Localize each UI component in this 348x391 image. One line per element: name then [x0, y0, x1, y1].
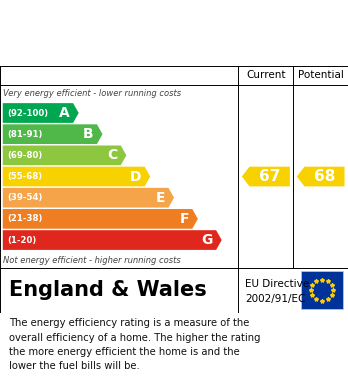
- Text: EU Directive: EU Directive: [245, 278, 309, 289]
- Text: G: G: [201, 233, 213, 247]
- Polygon shape: [3, 103, 79, 123]
- Text: (92-100): (92-100): [7, 108, 48, 118]
- Text: A: A: [59, 106, 70, 120]
- Text: (1-20): (1-20): [7, 235, 36, 244]
- Text: C: C: [107, 148, 117, 162]
- Text: (21-38): (21-38): [7, 214, 42, 223]
- Polygon shape: [297, 167, 345, 187]
- Text: Not energy efficient - higher running costs: Not energy efficient - higher running co…: [3, 256, 181, 265]
- Text: B: B: [83, 127, 94, 141]
- Text: D: D: [130, 170, 141, 183]
- Text: (39-54): (39-54): [7, 193, 42, 202]
- Polygon shape: [3, 167, 150, 187]
- Text: E: E: [156, 191, 165, 205]
- Text: The energy efficiency rating is a measure of the
overall efficiency of a home. T: The energy efficiency rating is a measur…: [9, 318, 260, 371]
- Polygon shape: [3, 124, 103, 144]
- Text: England & Wales: England & Wales: [9, 280, 206, 300]
- Text: Very energy efficient - lower running costs: Very energy efficient - lower running co…: [3, 89, 182, 98]
- Text: 67: 67: [259, 169, 280, 184]
- Text: 68: 68: [314, 169, 335, 184]
- Text: Potential: Potential: [298, 70, 343, 81]
- Text: F: F: [179, 212, 189, 226]
- Text: (69-80): (69-80): [7, 151, 42, 160]
- Polygon shape: [3, 188, 174, 208]
- Text: (81-91): (81-91): [7, 130, 42, 139]
- Text: (55-68): (55-68): [7, 172, 42, 181]
- Text: Current: Current: [246, 70, 286, 81]
- Polygon shape: [3, 145, 126, 165]
- Polygon shape: [3, 230, 222, 250]
- Text: 2002/91/EC: 2002/91/EC: [245, 294, 306, 304]
- FancyBboxPatch shape: [301, 271, 343, 309]
- Polygon shape: [3, 209, 198, 229]
- Text: Energy Efficiency Rating: Energy Efficiency Rating: [9, 43, 230, 57]
- Polygon shape: [242, 167, 290, 187]
